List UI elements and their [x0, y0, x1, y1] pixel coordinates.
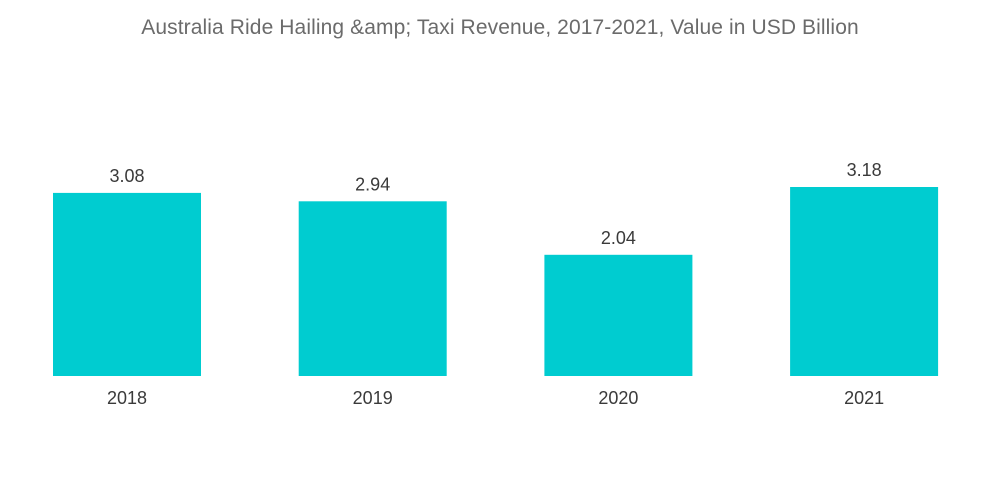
value-label-2020: 2.04 [601, 228, 636, 248]
x-tick-label-2020: 2020 [598, 388, 638, 408]
value-label-2019: 2.94 [355, 174, 390, 194]
chart-title: Australia Ride Hailing &amp; Taxi Revenu… [141, 16, 859, 39]
value-label-2018: 3.08 [109, 166, 144, 186]
x-tick-label-2021: 2021 [844, 388, 884, 408]
value-labels-layer: 3.08 2.94 2.04 3.18 [109, 160, 881, 248]
bar-2021 [790, 187, 939, 376]
x-tick-label-2019: 2019 [353, 388, 393, 408]
bar-2018 [53, 192, 201, 376]
bar-2019 [298, 201, 447, 376]
x-axis-ticks-layer: 2018 2019 2020 2021 [107, 388, 884, 408]
value-label-2021: 3.18 [847, 160, 882, 180]
bars-layer [53, 187, 939, 376]
bar-2020 [544, 254, 693, 376]
x-tick-label-2018: 2018 [107, 388, 147, 408]
